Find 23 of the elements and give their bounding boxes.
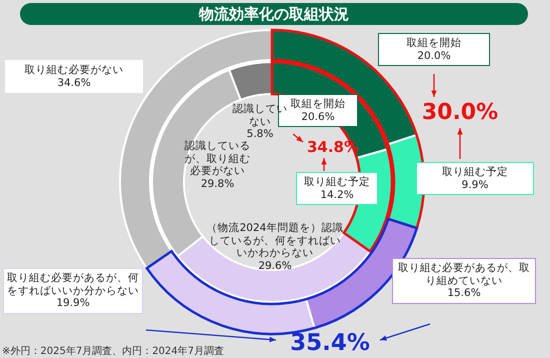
data-label: 19.9% — [55, 297, 91, 310]
data-label: 5.8% — [246, 128, 274, 140]
data-label: 20.6% — [301, 110, 335, 122]
data-label: 29.6% — [257, 260, 293, 272]
data-label: 9.9% — [460, 178, 490, 191]
data-label: 15.6% — [446, 287, 482, 300]
slice-label: 取り組む必要があるが、何をすればいいか分からない — [7, 272, 139, 297]
data-label: 14.2% — [319, 188, 355, 201]
data-label: 29.8% — [200, 178, 236, 190]
chart-title: 物流効率化の取組状況 — [20, 3, 528, 25]
slice-label: 取組を開始 — [290, 98, 346, 110]
slice-label: 取り組む必要があるが、取り組めていない — [397, 262, 531, 287]
slice-label: 取り組む予定 — [303, 176, 371, 188]
slice-label: （物流2024年問題を）認識しているが、何をすればいいかわからない — [206, 222, 344, 260]
data-label: 34.6% — [56, 76, 92, 89]
text: 35.4% — [289, 330, 371, 356]
text: ※外円：2025年7月調査、内円：2024年7月調査 — [2, 344, 224, 358]
slice-label: 取り組む必要がない — [24, 64, 124, 76]
slice-label: 取組を開始 — [406, 37, 462, 50]
slice-label: 認識しているが、取り組む必要がない — [184, 140, 252, 178]
slice-label: 取り組む予定 — [441, 166, 509, 178]
data-label: 20.0% — [416, 50, 452, 62]
text: 30.0% — [420, 100, 500, 125]
